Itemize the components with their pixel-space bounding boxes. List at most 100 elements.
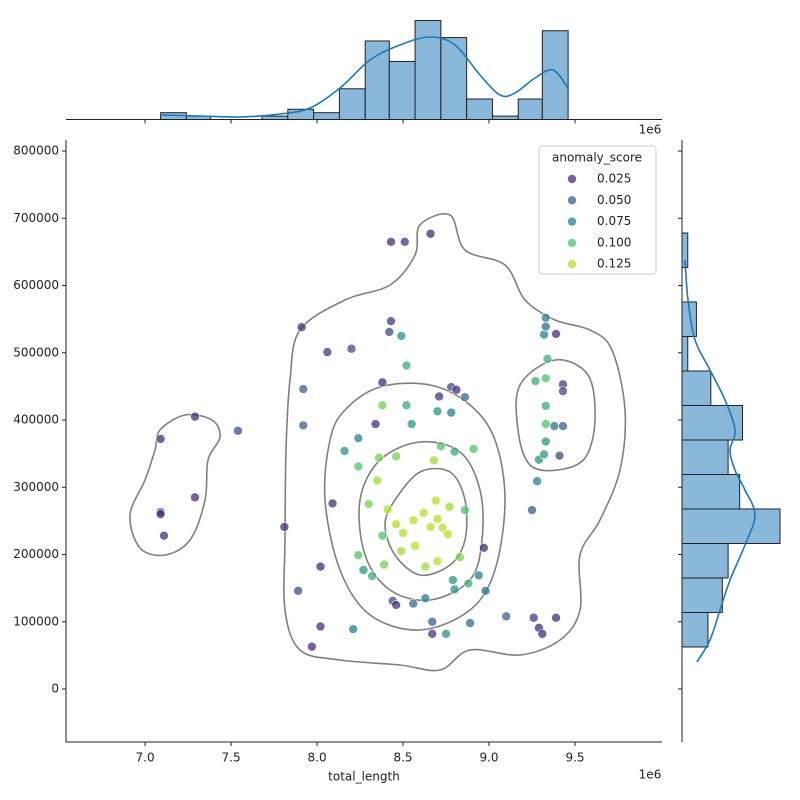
scatter-point (558, 421, 568, 431)
scatter-point (307, 641, 317, 652)
histogram-bar (466, 98, 493, 121)
kde-contour (283, 213, 627, 672)
scatter-point (233, 425, 243, 436)
scatter-point (479, 542, 489, 553)
scatter-point (436, 441, 446, 452)
legend: anomaly_score 0.025 0.050 0.075 0.100 0.125 (538, 145, 657, 275)
scatter-point (401, 360, 412, 371)
kde-contours (129, 213, 627, 672)
scatter-point (540, 419, 551, 429)
scatter-point (463, 578, 474, 589)
legend-title: anomaly_score (552, 151, 642, 165)
scatter-point (540, 373, 551, 384)
scatter-point (386, 237, 396, 247)
scatter-point (155, 509, 166, 519)
scatter-point (539, 329, 549, 340)
scatter-point (501, 611, 512, 622)
scatter-point (551, 329, 561, 339)
scatter-point (449, 584, 460, 595)
scatter-point (430, 495, 441, 506)
histogram-bar (681, 335, 689, 372)
scatter-point (353, 550, 364, 560)
scatter-point (540, 436, 551, 447)
scatter-point (374, 452, 384, 463)
scatter-point (377, 530, 388, 541)
scatter-point (353, 433, 364, 443)
scatter-point (315, 561, 326, 572)
scatter-point (408, 598, 419, 609)
scatter-point (527, 505, 537, 515)
scatter-point (468, 444, 479, 454)
scatter-point (444, 501, 455, 512)
x-tick-label: 9.5 (565, 751, 584, 765)
y-tick-label: 500000 (13, 345, 59, 359)
scatter-point (190, 411, 200, 422)
scatter-point (432, 556, 443, 567)
legend-label: 0.050 (597, 193, 631, 207)
scatter-point (539, 449, 549, 460)
scatter-point (379, 559, 389, 570)
scatter-point (427, 616, 438, 627)
legend-marker (567, 259, 577, 270)
scatter-point (377, 400, 388, 411)
scatter-point (449, 446, 460, 457)
scatter-point (358, 565, 369, 575)
scatter-point (391, 519, 401, 530)
scatter-point (432, 514, 443, 524)
legend-label: 0.100 (597, 235, 631, 249)
scatter-point (446, 407, 456, 418)
histogram-bar (681, 473, 741, 510)
scatter-point (396, 331, 407, 341)
legend-marker (567, 174, 577, 184)
y-tick-label: 300000 (13, 480, 59, 494)
x-tick-label: 8.5 (393, 751, 412, 765)
scatter-point (410, 540, 420, 551)
scatter-point (391, 600, 401, 610)
kde-curve (684, 259, 756, 663)
scatter-point (398, 528, 408, 538)
scatter-point (382, 504, 393, 515)
scatter-point (391, 451, 401, 462)
scatter-point (427, 629, 438, 639)
scatter-point (190, 492, 200, 503)
histogram-bar (364, 40, 390, 120)
kde-curve (159, 36, 569, 118)
histogram-bar (681, 439, 729, 475)
scatter-point (480, 586, 491, 596)
scatter-point (346, 343, 357, 354)
kde-contour (358, 440, 484, 602)
scatter-point (401, 400, 412, 411)
scatter-point (396, 546, 407, 556)
scatter-point (473, 570, 484, 581)
scatter-point (451, 384, 462, 395)
scatter-point (425, 522, 436, 532)
histogram-bar (338, 88, 366, 121)
scatter-point (322, 347, 333, 357)
scatter-point (448, 575, 458, 585)
scatter-point (408, 515, 419, 526)
scatter-point (353, 461, 364, 472)
scatter-point (454, 552, 465, 563)
scatter-point (155, 434, 166, 444)
scatter-point (460, 392, 470, 402)
scatter-point (406, 419, 417, 429)
y-tick-label: 100000 (13, 614, 59, 628)
scatter-point (367, 571, 377, 581)
scatter-point (159, 530, 169, 541)
scatter-point (434, 391, 444, 402)
histogram-bar (681, 404, 744, 441)
scatter-point (293, 586, 303, 596)
x-tick-label: 7.5 (222, 751, 241, 765)
legend-marker (567, 238, 577, 248)
scatter-point (537, 629, 548, 639)
scatter-point (420, 561, 431, 572)
scatter-point (432, 406, 443, 417)
scatter-point (420, 593, 431, 604)
x-offset-label: 1e6 (639, 123, 662, 137)
legend-marker (567, 195, 577, 206)
legend-label: 0.125 (597, 257, 631, 271)
histogram-bar (261, 115, 289, 120)
histogram-bar (681, 370, 712, 406)
scatter-point (437, 522, 448, 533)
y-tick-label: 0 (51, 682, 59, 696)
